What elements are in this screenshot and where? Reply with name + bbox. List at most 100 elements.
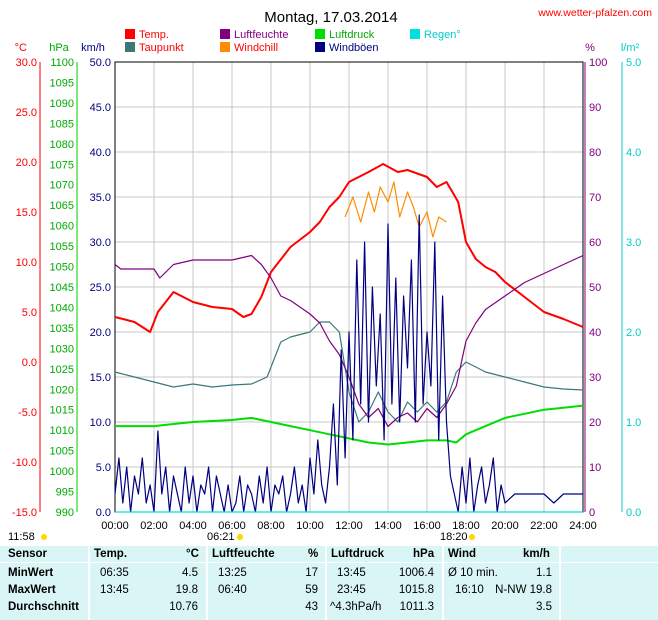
x-tick-label: 20:00: [491, 520, 519, 532]
row-max-hum-val: 59: [305, 584, 318, 596]
pressure-tick-label: 1030: [50, 343, 74, 355]
humidity-tick-label: 90: [589, 102, 601, 114]
row-avg-temp-val: 10.76: [169, 601, 198, 613]
temp-tick-label: 30.0: [16, 57, 37, 69]
weather-chart: Montag, 17.03.2014 www.wetter-pfalzen.co…: [8, 7, 652, 543]
row-max-press-time: 23:45: [337, 584, 366, 596]
pressure-tick-label: 1080: [50, 139, 74, 151]
wind-tick-label: 45.0: [90, 102, 111, 114]
pressure-unit: hPa: [49, 42, 69, 54]
x-tick-label: 24:00: [569, 520, 597, 532]
header-pressure: Luftdruck: [331, 548, 385, 560]
humidity-tick-label: 100: [589, 57, 607, 69]
temp-tick-label: 10.0: [16, 257, 37, 269]
pressure-tick-label: 1085: [50, 118, 74, 130]
x-tick-label: 02:00: [140, 520, 168, 532]
sunrise-label: 06:21: [207, 531, 235, 543]
x-tick-label: 16:00: [413, 520, 441, 532]
row-min-label: MinWert: [8, 567, 54, 579]
row-avg-label: Durchschnitt: [8, 601, 79, 613]
pressure-tick-label: 1055: [50, 241, 74, 253]
legend-label: Luftfeuchte: [234, 29, 288, 41]
row-max-hum-time: 06:40: [218, 584, 247, 596]
humidity-tick-label: 40: [589, 327, 601, 339]
wind-tick-label: 25.0: [90, 282, 111, 294]
humidity-tick-label: 60: [589, 237, 601, 249]
humidity-tick-label: 20: [589, 417, 601, 429]
pressure-tick-label: 1100: [50, 57, 74, 69]
row-max-wind-val: N-NW 19.8: [495, 584, 552, 596]
temp-tick-label: 25.0: [16, 107, 37, 119]
pressure-tick-label: 1000: [50, 466, 74, 478]
header-sensor: Sensor: [8, 548, 47, 560]
chart-series: [114, 163, 584, 513]
moonrise-icon: [41, 534, 47, 540]
wind-tick-label: 50.0: [90, 57, 111, 69]
x-tick-label: 04:00: [179, 520, 207, 532]
humidity-tick-label: 10: [589, 462, 601, 474]
humidity-tick-label: 30: [589, 372, 601, 384]
row-max-label: MaxWert: [8, 584, 56, 596]
temp-unit: °C: [15, 42, 27, 54]
x-tick-label: 10:00: [296, 520, 324, 532]
row-avg-press-val: 1011.3: [399, 601, 434, 613]
wind-tick-label: 10.0: [90, 417, 111, 429]
row-max-wind-time: 16:10: [455, 584, 484, 596]
humidity-unit: %: [585, 42, 595, 54]
wind-tick-label: 40.0: [90, 147, 111, 159]
legend-label: Taupunkt: [139, 42, 184, 54]
wind-tick-label: 15.0: [90, 372, 111, 384]
legend-swatch: [125, 29, 135, 39]
x-tick-label: 14:00: [374, 520, 402, 532]
pressure-tick-label: 1040: [50, 302, 74, 314]
series-line: [114, 254, 584, 428]
humidity-tick-label: 50: [589, 282, 601, 294]
temp-tick-label: 0.0: [22, 357, 37, 369]
x-tick-label: 00:00: [101, 520, 129, 532]
humidity-tick-label: 70: [589, 192, 601, 204]
row-min-temp-val: 4.5: [182, 567, 198, 579]
row-min-press-time: 13:45: [337, 567, 366, 579]
pressure-tick-label: 1045: [50, 282, 74, 294]
pressure-tick-label: 1010: [50, 425, 74, 437]
rain-tick-label: 2.0: [626, 327, 641, 339]
series-line: [115, 404, 584, 446]
pressure-tick-label: 1070: [50, 180, 74, 192]
sunset-icon: [469, 534, 475, 540]
temp-tick-label: 20.0: [16, 157, 37, 169]
row-max-temp-time: 13:45: [100, 584, 129, 596]
pressure-tick-label: 1075: [50, 159, 74, 171]
pressure-tick-label: 1015: [50, 405, 74, 417]
wind-unit: km/h: [81, 42, 105, 54]
legend-label: Temp.: [139, 29, 169, 41]
row-min-hum-time: 13:25: [218, 567, 247, 579]
pressure-tick-label: 990: [56, 507, 74, 519]
header-temp-unit: °C: [186, 548, 199, 560]
pressure-tick-label: 1020: [50, 384, 74, 396]
legend-swatch: [315, 29, 325, 39]
axis-ticks: 30.0 25.0 20.0 15.0 10.0 5.0 0.0 -5.0 -10.0 -15.0…: [12, 57, 641, 532]
legend-swatch: [125, 42, 135, 52]
temp-tick-label: 5.0: [22, 307, 37, 319]
wind-tick-label: 5.0: [96, 462, 111, 474]
site-url[interactable]: www.wetter-pfalzen.com: [537, 7, 652, 19]
pressure-tick-label: 1065: [50, 200, 74, 212]
rain-tick-label: 0.0: [626, 507, 641, 519]
pressure-tick-label: 1035: [50, 323, 74, 335]
pressure-tick-label: 1060: [50, 221, 74, 233]
pressure-tick-label: 1005: [50, 446, 74, 458]
pressure-tick-label: 995: [56, 487, 74, 499]
header-humidity-unit: %: [308, 548, 319, 560]
stats-table: Sensor Temp. °C Luftfeuchte % Luftdruck …: [0, 546, 658, 620]
legend: Temp. Luftfeuchte Luftdruck Regen° Taupunkt W…: [125, 29, 461, 54]
row-min-hum-val: 17: [305, 567, 318, 579]
row-avg-press-time: ^4.3hPa/h: [330, 601, 382, 613]
legend-label: Regen°: [424, 29, 461, 41]
pressure-tick-label: 1090: [50, 98, 74, 110]
humidity-tick-label: 80: [589, 147, 601, 159]
legend-swatch: [315, 42, 325, 52]
row-max-temp-val: 19.8: [175, 584, 198, 596]
series-line: [114, 321, 584, 423]
wind-tick-label: 0.0: [96, 507, 111, 519]
humidity-tick-label: 0: [589, 507, 595, 519]
